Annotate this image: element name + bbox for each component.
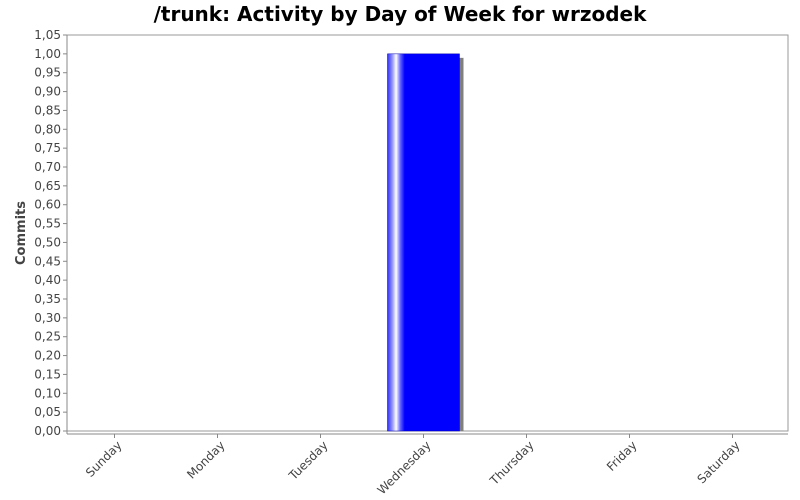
x-tick-label: Sunday	[83, 438, 125, 480]
y-tick-label: 0,55	[34, 217, 61, 231]
y-tick-label: 0,30	[34, 311, 61, 325]
x-tick-label: Monday	[184, 438, 227, 481]
y-tick-label: 0,95	[34, 66, 61, 80]
y-tick-label: 0,65	[34, 179, 61, 193]
y-axis-title: Commits	[14, 201, 29, 265]
y-tick-label: 0,85	[34, 103, 61, 117]
bar-wednesday	[387, 53, 460, 432]
y-tick-label: 0,10	[34, 386, 61, 400]
y-tick-label: 0,50	[34, 235, 61, 249]
x-tick-label: Friday	[604, 438, 640, 474]
x-tick-label: Wednesday	[375, 438, 434, 497]
y-tick-label: 0,70	[34, 160, 61, 174]
y-tick-label: 0,45	[34, 254, 61, 268]
y-tick-label: 1,00	[34, 47, 61, 61]
y-tick-label: 0,40	[34, 273, 61, 287]
y-tick-label: 1,05	[34, 28, 61, 42]
y-tick-label: 0,75	[34, 141, 61, 155]
x-tick-label: Tuesday	[285, 438, 330, 483]
y-tick-label: 0,15	[34, 367, 61, 381]
chart-title: /trunk: Activity by Day of Week for wrzo…	[153, 2, 647, 26]
y-tick-label: 0,25	[34, 330, 61, 344]
y-tick-label: 0,60	[34, 198, 61, 212]
y-tick-label: 0,05	[34, 405, 61, 419]
y-tick-label: 0,20	[34, 349, 61, 363]
y-tick-label: 0,90	[34, 85, 61, 99]
x-tick-label: Saturday	[694, 438, 742, 486]
y-tick-label: 0,00	[34, 424, 61, 438]
x-tick-label: Thursday	[487, 438, 537, 488]
y-tick-label: 0,80	[34, 122, 61, 136]
y-tick-label: 0,35	[34, 292, 61, 306]
